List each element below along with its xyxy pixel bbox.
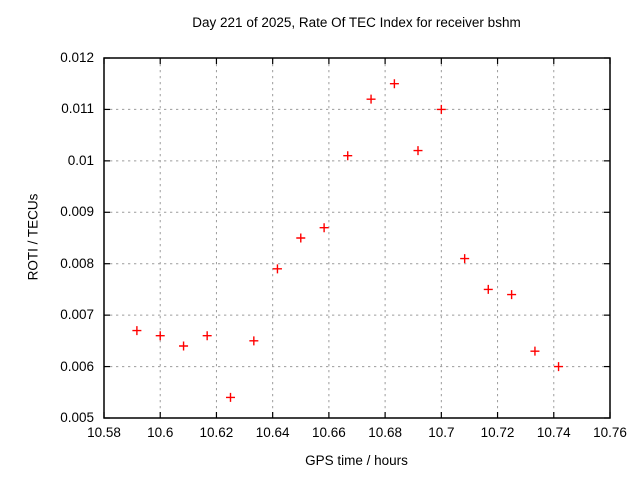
chart-title: Day 221 of 2025, Rate Of TEC Index for r… (192, 15, 521, 30)
x-tick-label: 10.72 (480, 425, 515, 440)
x-tick-label: 10.64 (255, 425, 290, 440)
data-point-marker (507, 290, 517, 300)
data-point-marker (460, 254, 470, 264)
data-point-marker (413, 146, 423, 156)
data-point-marker (343, 151, 353, 161)
data-point-marker (155, 331, 165, 341)
data-point-marker (132, 326, 142, 336)
x-axis-title: GPS time / hours (305, 453, 408, 468)
data-point-marker (483, 284, 493, 294)
x-tick-label: 10.7 (428, 425, 455, 440)
data-point-marker (366, 94, 376, 104)
data-point-marker (226, 392, 235, 402)
x-tick-label: 10.62 (199, 425, 234, 440)
data-point-marker (272, 264, 282, 274)
x-tick-label: 10.68 (368, 425, 402, 440)
plot-border (103, 57, 611, 419)
data-point-marker (389, 79, 399, 89)
y-tick-label: 0.012 (60, 50, 94, 65)
data-point-marker (296, 233, 306, 243)
x-tick-label: 10.76 (593, 425, 627, 440)
y-tick-label: 0.006 (60, 358, 94, 374)
y-tick-label: 0.007 (60, 307, 94, 323)
data-point-marker (530, 346, 540, 356)
y-tick-label: 0.01 (67, 152, 94, 168)
x-tick-label: 10.6 (147, 425, 174, 440)
data-point-marker (436, 104, 446, 114)
x-tick-label: 10.66 (311, 425, 346, 440)
y-tick-label: 0.009 (60, 204, 94, 220)
plot-area (103, 57, 611, 419)
data-point-marker (179, 341, 189, 351)
data-point-marker (319, 223, 329, 233)
y-tick-label: 0.008 (60, 255, 94, 271)
data-point-marker (554, 362, 564, 372)
x-tick-label: 10.58 (87, 425, 121, 440)
y-tick-label: 0.005 (60, 410, 94, 425)
y-tick-label: 0.011 (61, 101, 94, 117)
data-point-marker (202, 331, 212, 341)
x-tick-label: 10.74 (536, 425, 571, 440)
data-point-marker (249, 336, 259, 346)
